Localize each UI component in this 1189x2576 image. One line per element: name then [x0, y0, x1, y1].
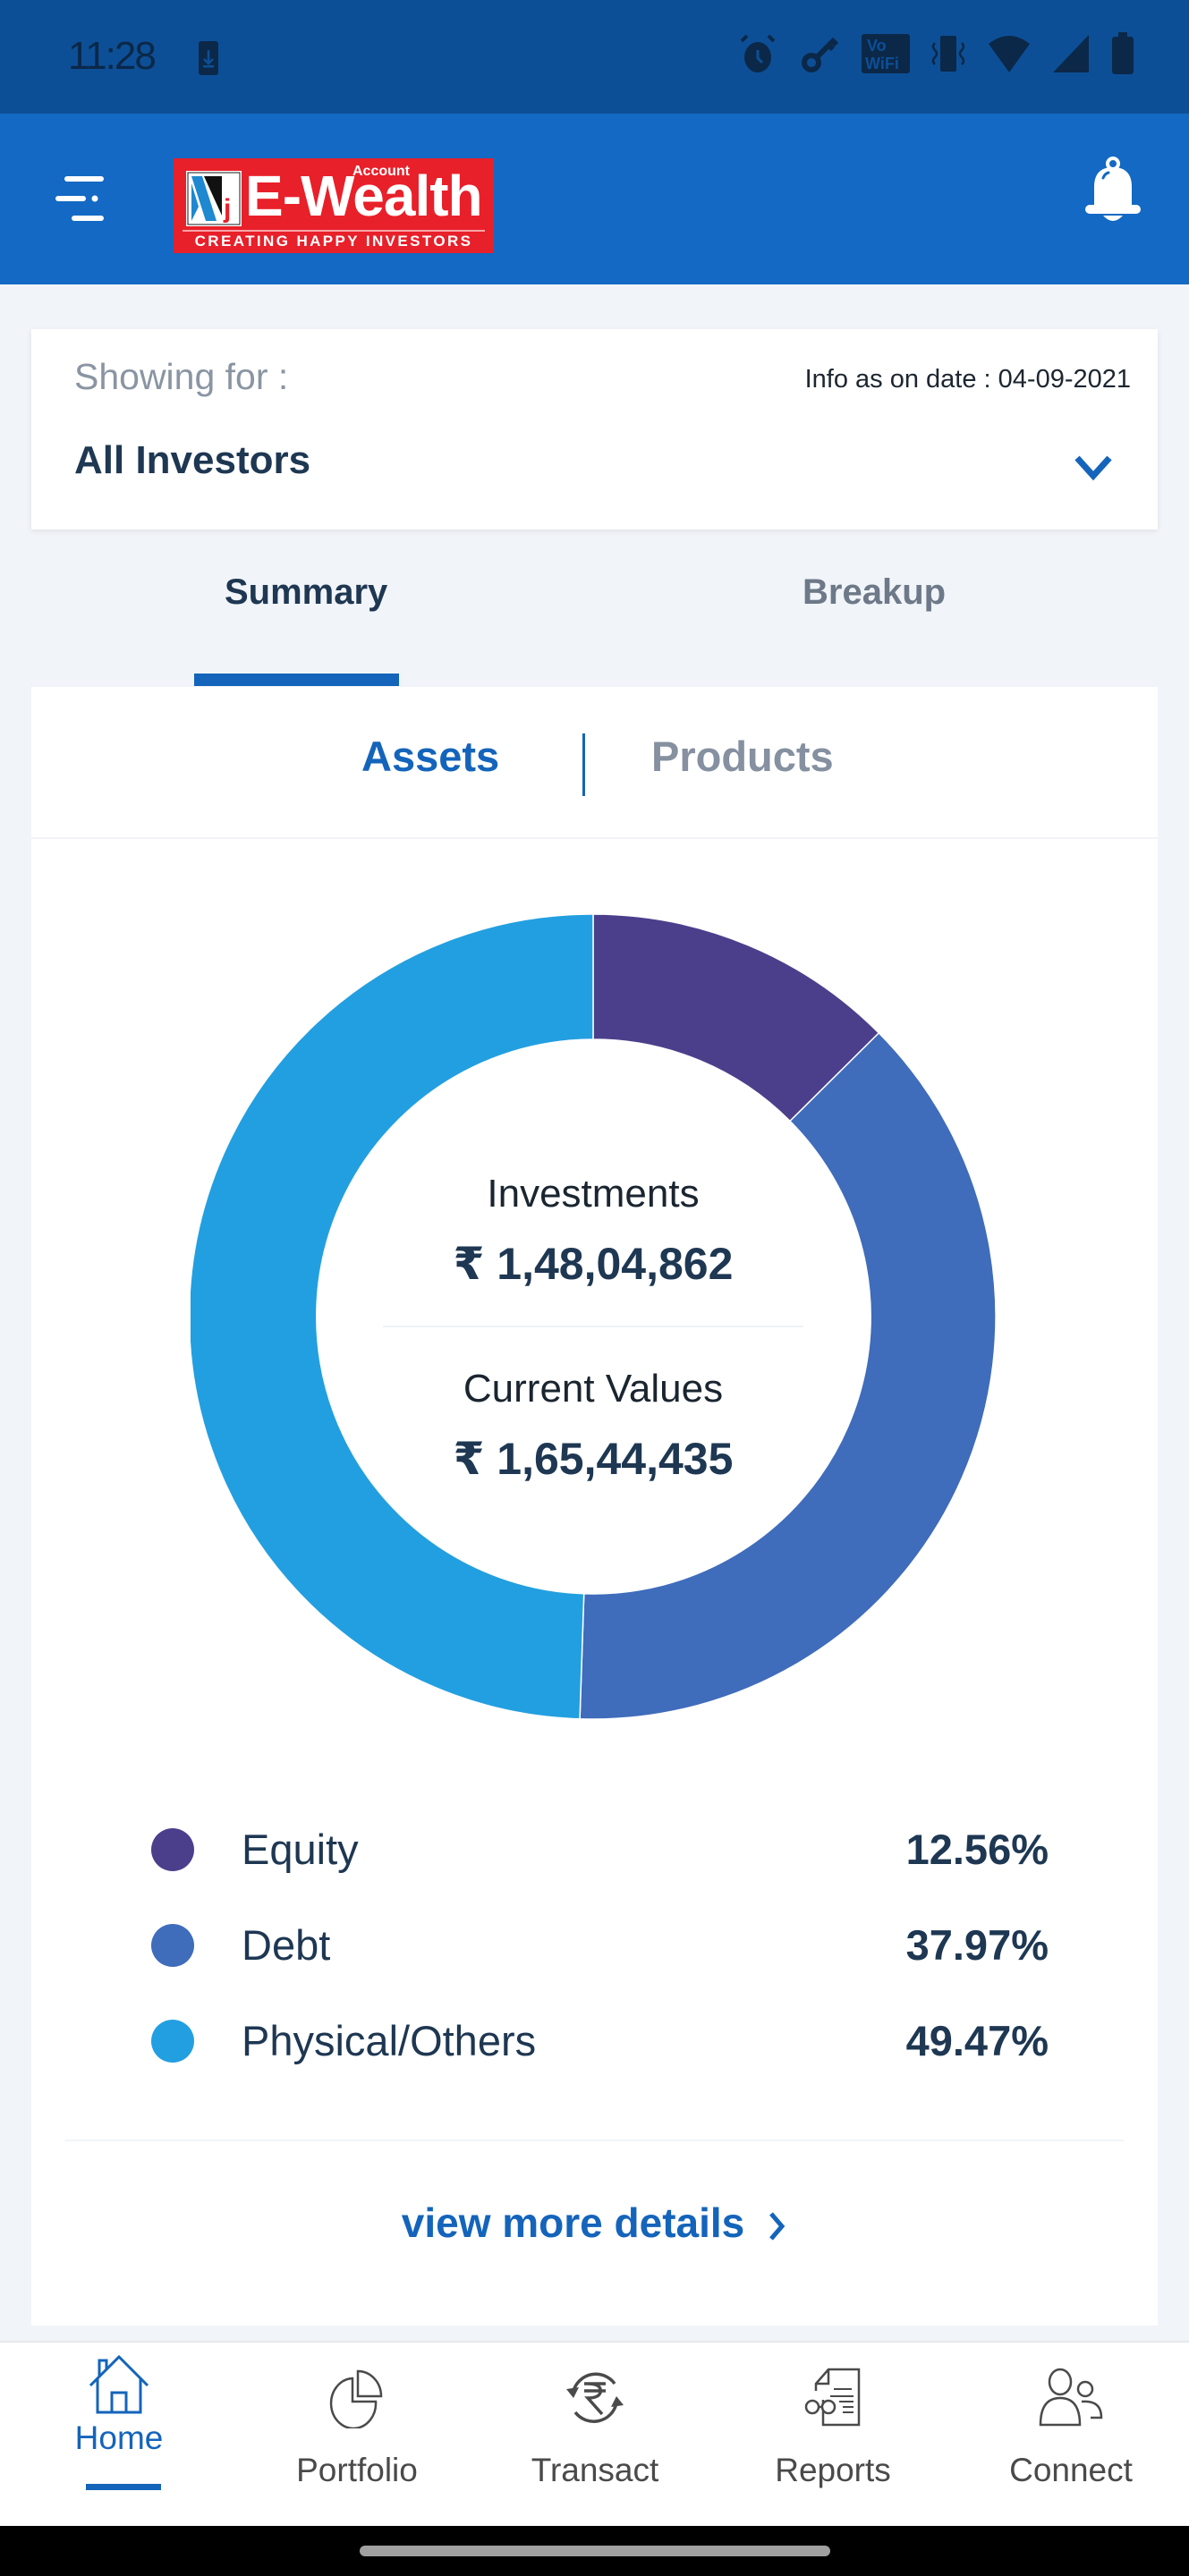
legend-value: 49.47% — [905, 2017, 1049, 2064]
info-date: Info as on date : 04-09-2021 — [804, 365, 1131, 394]
battery-icon — [1112, 32, 1134, 74]
nav-transact[interactable]: Transact — [476, 2343, 714, 2528]
legend-label: Debt — [242, 1921, 331, 1969]
current-values-label: Current Values — [463, 1367, 724, 1411]
download-notification-icon — [199, 41, 218, 75]
donut-center-summary: Investments ₹ 1,48,04,862 Current Values… — [316, 1039, 871, 1594]
home-icon — [89, 2355, 149, 2414]
system-gesture-bar — [0, 2526, 1189, 2576]
tab-breakup[interactable]: Breakup — [803, 572, 947, 612]
investments-label: Investments — [487, 1172, 700, 1216]
nav-portfolio[interactable]: Portfolio — [238, 2343, 476, 2528]
njw-logo-mark-icon: j — [186, 171, 242, 226]
rupee-exchange-icon — [566, 2372, 624, 2423]
main-tabs: Summary Breakup — [31, 555, 1158, 687]
menu-button[interactable] — [52, 167, 123, 230]
chevron-down-icon — [1074, 455, 1112, 481]
subtab-products[interactable]: Products — [651, 733, 834, 780]
card-footer-divider — [65, 2140, 1124, 2141]
report-document-icon — [804, 2368, 861, 2427]
app-bar: j Account E-Wealth CREATING HAPPY INVEST… — [0, 114, 1189, 284]
legend-label: Equity — [242, 1826, 359, 1873]
debt-color-dot-icon — [151, 1924, 194, 1967]
users-icon — [1039, 2368, 1103, 2427]
nav-label: Home — [74, 2419, 164, 2456]
sub-tabs: Assets Products — [31, 687, 1158, 839]
nav-label: Transact — [531, 2452, 659, 2488]
nav-reports[interactable]: Reports — [714, 2343, 952, 2528]
equity-color-dot-icon — [151, 1828, 194, 1871]
legend-item-equity: Equity 12.56% — [31, 1812, 1158, 1884]
logo-brand-text: E-Wealth — [245, 164, 483, 228]
selected-investor: All Investors — [74, 438, 311, 482]
svg-text:Vo: Vo — [867, 37, 887, 55]
cell-signal-icon — [1053, 35, 1089, 72]
svg-text:WiFi: WiFi — [865, 55, 899, 72]
menu-icon — [55, 176, 104, 221]
investments-value: ₹ 1,48,04,862 — [453, 1239, 734, 1289]
vibrate-icon — [931, 36, 965, 72]
summary-card: Assets Products Investments ₹ 1,48,04,86… — [31, 687, 1158, 2326]
subtab-assets[interactable]: Assets — [361, 733, 500, 780]
nav-label: Reports — [775, 2452, 891, 2488]
notifications-button[interactable] — [1082, 151, 1144, 232]
logo-account-text: Account — [352, 164, 410, 179]
donut-segment-debt[interactable] — [579, 1031, 996, 1719]
nav-active-indicator — [86, 2484, 161, 2490]
showing-for-label: Showing for : — [74, 356, 289, 397]
vowifi-icon: Vo WiFi — [862, 34, 910, 73]
legend-item-physical-others: Physical/Others 49.47% — [31, 2004, 1158, 2075]
nav-home[interactable]: Home — [0, 2343, 238, 2528]
nav-connect[interactable]: Connect — [952, 2343, 1189, 2528]
wifi-icon — [989, 36, 1030, 72]
status-time: 11:28 — [68, 34, 157, 78]
investor-dropdown[interactable]: All Investors — [74, 428, 1131, 499]
ewealth-logo: j Account E-Wealth CREATING HAPPY INVEST… — [174, 158, 494, 253]
nav-label: Connect — [1009, 2452, 1133, 2488]
vpn-key-icon — [802, 37, 839, 72]
bell-icon — [1085, 157, 1141, 221]
legend-value: 12.56% — [905, 1826, 1049, 1873]
legend-item-debt: Debt 37.97% — [31, 1908, 1158, 1979]
legend-value: 37.97% — [905, 1921, 1049, 1969]
bottom-navigation: Home Portfolio Transact Reports — [0, 2341, 1189, 2526]
chevron-right-icon — [769, 2212, 786, 2241]
home-gesture-handle[interactable] — [360, 2546, 830, 2556]
pie-chart-icon — [329, 2369, 383, 2428]
view-more-label: view more details — [401, 2199, 745, 2246]
legend-label: Physical/Others — [242, 2017, 537, 2064]
current-values-value: ₹ 1,65,44,435 — [453, 1434, 734, 1484]
center-divider — [383, 1326, 803, 1327]
tab-summary[interactable]: Summary — [225, 572, 388, 612]
status-icons: Vo WiFi — [736, 32, 1135, 75]
alarm-icon — [740, 34, 776, 72]
status-bar: 11:28 Vo WiFi — [0, 0, 1189, 114]
view-more-details-link[interactable]: view more details — [31, 2199, 1158, 2247]
investor-filter-card: Showing for : Info as on date : 04-09-20… — [31, 329, 1158, 530]
logo-tagline: CREATING HAPPY INVESTORS — [194, 233, 473, 250]
physical-others-color-dot-icon — [151, 2020, 194, 2063]
subtab-divider — [582, 733, 585, 796]
nav-label: Portfolio — [296, 2452, 418, 2488]
active-tab-indicator — [194, 674, 399, 686]
logo-divider — [183, 230, 485, 232]
donut-segment-physical-others[interactable] — [191, 914, 594, 1719]
svg-text:j: j — [223, 194, 231, 224]
asset-allocation-donut-chart — [191, 914, 996, 1719]
